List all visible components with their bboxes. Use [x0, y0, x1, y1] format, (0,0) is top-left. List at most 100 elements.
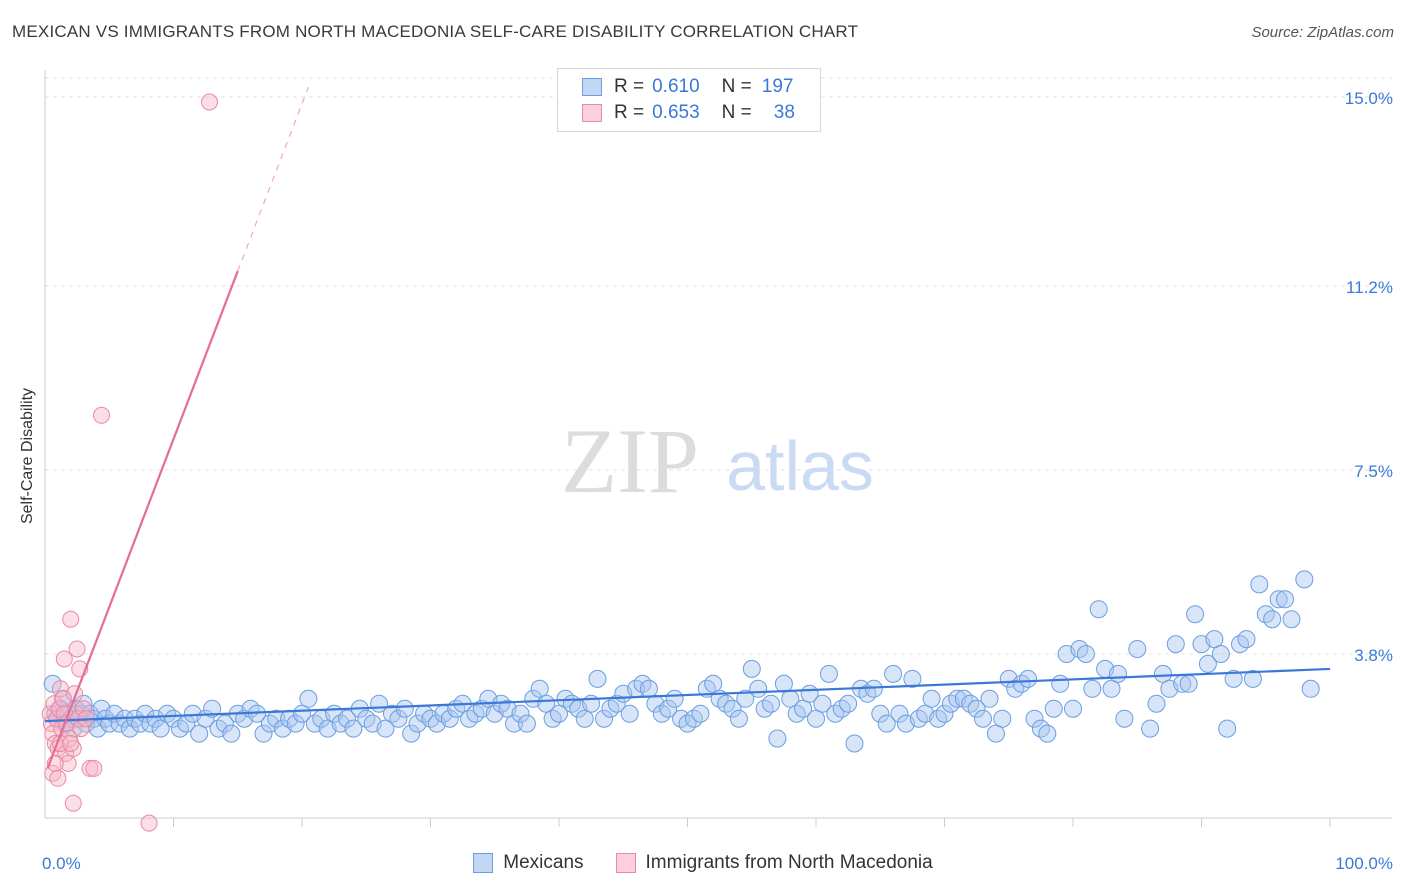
point-macedonia — [64, 794, 82, 812]
point-mexicans — [517, 714, 536, 733]
point-mexicans — [1218, 719, 1237, 738]
point-mexicans — [537, 694, 556, 713]
mexicans-swatch — [582, 78, 602, 96]
point-mexicans — [1147, 694, 1166, 713]
point-mexicans — [871, 704, 890, 723]
point-mexicans — [1186, 605, 1205, 624]
point-mexicans — [813, 694, 832, 713]
point-mexicans — [344, 719, 363, 738]
point-mexicans — [774, 674, 793, 693]
point-mexicans — [222, 724, 241, 743]
n-value: 38 — [773, 102, 795, 123]
point-macedonia — [64, 740, 82, 757]
trendline-mexicans — [44, 667, 1331, 723]
stats-row-macedonia: R = 0.653 N = 38 — [582, 101, 795, 125]
point-macedonia — [62, 610, 80, 628]
point-mexicans — [141, 714, 160, 733]
n-label: N = — [721, 102, 752, 123]
point-mexicans — [1154, 664, 1172, 683]
point-mexicans — [1076, 645, 1095, 663]
point-macedonia — [85, 759, 103, 777]
stats-row-mexicans: R = 0.610 N = 197 — [582, 75, 793, 99]
point-mexicans — [691, 704, 710, 723]
legend-label-macedonia: Immigrants from North Macedonia — [645, 852, 933, 873]
point-macedonia — [45, 695, 63, 713]
point-mexicans — [922, 689, 941, 708]
point-mexicans — [254, 724, 273, 743]
point-mexicans — [1141, 719, 1160, 738]
point-mexicans — [762, 694, 780, 713]
point-macedonia — [81, 759, 99, 777]
point-mexicans — [967, 699, 986, 718]
point-mexicans — [607, 694, 626, 713]
point-mexicans — [1237, 630, 1256, 649]
point-mexicans — [511, 704, 530, 723]
point-macedonia — [75, 700, 92, 718]
point-mexicans — [659, 699, 678, 718]
point-mexicans — [402, 724, 421, 743]
point-mexicans — [1276, 590, 1294, 609]
n-label: N = — [721, 76, 752, 97]
point-macedonia — [93, 406, 110, 424]
point-mexicans — [845, 734, 864, 753]
legend-item-macedonia: Immigrants from North Macedonia — [615, 852, 933, 874]
point-mexicans — [986, 724, 1005, 743]
point-mexicans — [395, 699, 414, 718]
series-legend: Mexicans Immigrants from North Macedonia — [0, 852, 1406, 874]
point-mexicans — [338, 709, 356, 728]
r-label: R = — [614, 76, 645, 97]
point-mexicans — [903, 669, 922, 688]
point-mexicans — [974, 709, 992, 728]
point-mexicans — [807, 709, 825, 728]
legend-swatch-mexicans — [473, 853, 494, 873]
point-mexicans — [1295, 570, 1314, 589]
point-mexicans — [1109, 664, 1127, 683]
point-mexicans — [768, 729, 787, 748]
point-mexicans — [1269, 590, 1288, 609]
point-mexicans — [736, 689, 755, 708]
point-mexicans — [440, 709, 459, 728]
y-tick-label: 7.5% — [1354, 462, 1393, 481]
n-value: 197 — [761, 76, 794, 97]
legend-item-mexicans: Mexicans — [473, 852, 584, 874]
point-mexicans — [1250, 575, 1269, 594]
point-mexicans — [993, 709, 1012, 728]
point-mexicans — [389, 709, 408, 728]
point-mexicans — [749, 679, 768, 698]
point-mexicans — [286, 714, 305, 733]
point-mexicans — [376, 719, 395, 738]
legend-swatch-macedonia — [615, 853, 636, 873]
point-mexicans — [1282, 610, 1301, 629]
watermark-zip: ZIP — [561, 410, 699, 512]
point-mexicans — [190, 724, 209, 743]
point-mexicans — [935, 704, 954, 723]
point-mexicans — [1115, 709, 1134, 728]
watermark-atlas: atlas — [726, 427, 874, 505]
point-mexicans — [1211, 645, 1230, 663]
point-mexicans — [1044, 699, 1063, 718]
point-macedonia — [50, 700, 68, 718]
point-mexicans — [620, 704, 639, 723]
chart-title: MEXICAN VS IMMIGRANTS FROM NORTH MACEDON… — [12, 22, 859, 41]
point-macedonia — [68, 640, 86, 658]
point-mexicans — [742, 659, 761, 678]
point-mexicans — [1038, 724, 1057, 743]
point-mexicans — [1205, 630, 1224, 649]
point-mexicans — [595, 709, 613, 728]
point-mexicans — [203, 699, 222, 718]
point-mexicans — [1243, 669, 1262, 688]
y-tick-label: 3.8% — [1354, 646, 1393, 665]
point-mexicans — [505, 714, 523, 733]
point-mexicans — [1224, 669, 1243, 688]
point-mexicans — [215, 714, 234, 733]
point-mexicans — [550, 704, 568, 723]
point-mexicans — [151, 719, 170, 738]
point-mexicans — [723, 699, 742, 718]
point-mexicans — [704, 674, 723, 693]
r-value: 0.653 — [652, 102, 700, 123]
point-mexicans — [1025, 709, 1044, 728]
chart-source: Source: ZipAtlas.com — [1251, 24, 1394, 41]
macedonia-swatch — [582, 104, 602, 122]
point-mexicans — [575, 709, 594, 728]
point-macedonia — [62, 735, 80, 752]
